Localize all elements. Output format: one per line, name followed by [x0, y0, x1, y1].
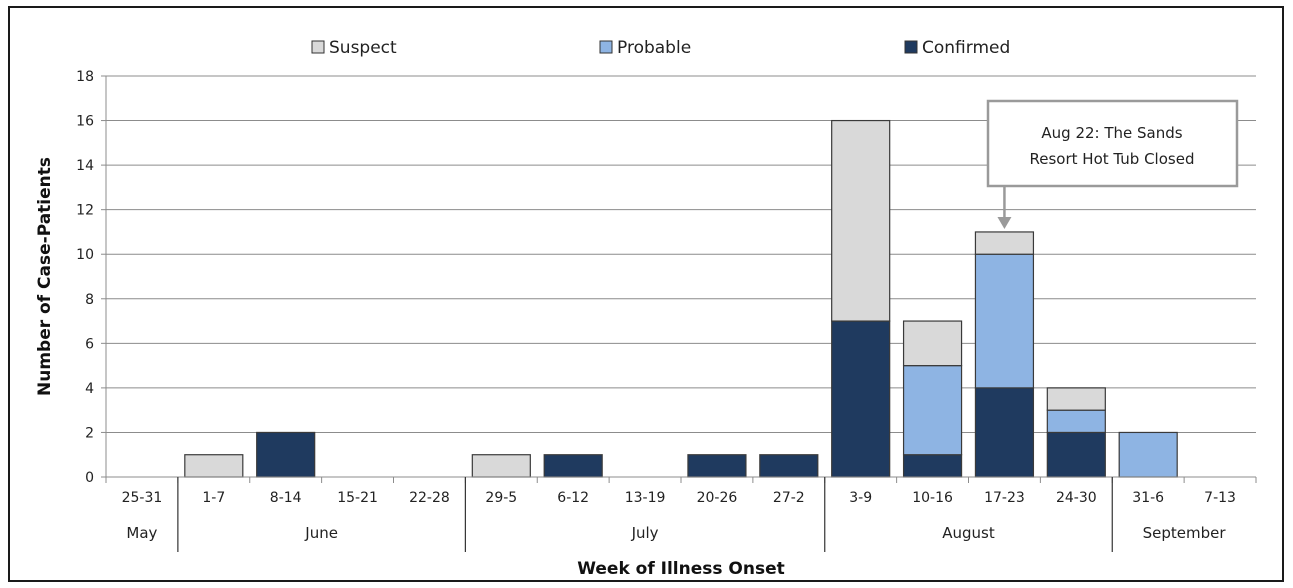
month-label: September	[1143, 524, 1227, 542]
bar-probable	[974, 253, 1035, 389]
month-labels: May June July August September	[126, 477, 1226, 552]
annotation-text: Resort Hot Tub Closed	[1030, 150, 1195, 168]
y-tick-label: 14	[76, 158, 94, 174]
x-tick-label: 25-31	[122, 490, 163, 506]
month-label: June	[304, 524, 338, 542]
x-tick-label: 1-7	[202, 490, 225, 506]
month-label: July	[631, 524, 659, 542]
bar-probable	[902, 365, 963, 456]
bar-suspect	[184, 454, 244, 478]
x-tick-label: 15-21	[337, 490, 378, 506]
y-tick-label: 2	[85, 425, 94, 441]
legend-label-probable: Probable	[617, 38, 691, 58]
x-tick-label: 8-14	[270, 490, 302, 506]
bar-confirmed	[974, 387, 1035, 478]
bar-confirmed	[543, 454, 603, 478]
y-axis-title: Number of Case-Patients	[35, 157, 55, 396]
bar-confirmed	[759, 454, 819, 478]
x-tick-label: 31-6	[1132, 490, 1164, 506]
y-tick-label: 8	[85, 292, 94, 308]
x-tick-label: 22-28	[409, 490, 450, 506]
y-tick-labels: 0 2 4 6 8 10 12 14 16 18	[76, 69, 94, 486]
bar-confirmed	[687, 454, 747, 478]
legend-swatch-suspect	[311, 40, 325, 54]
annotation-arrow-head	[997, 217, 1012, 229]
stacked-bar-chart: 0 2 4 6 8 10 12 14 16 18 25-31 1-7 8-14 15-21 22-28 29…	[35, 38, 1257, 579]
x-tick-label: 24-30	[1056, 490, 1097, 506]
bar-confirmed	[1046, 431, 1106, 478]
bar-confirmed	[902, 454, 963, 478]
legend-label-suspect: Suspect	[329, 38, 397, 58]
bar-suspect	[471, 454, 531, 478]
x-tick-label: 17-23	[984, 490, 1025, 506]
x-tick-label: 10-16	[912, 490, 953, 506]
month-label: August	[942, 524, 995, 542]
legend: Suspect Probable Confirmed	[311, 38, 1010, 58]
x-tick-labels: 25-31 1-7 8-14 15-21 22-28 29-5 6-12 13-19 20-26…	[122, 490, 1236, 506]
chart-frame: 0 2 4 6 8 10 12 14 16 18 25-31 1-7 8-14 15-21 22-28 29…	[8, 6, 1284, 582]
y-tick-label: 12	[76, 203, 94, 219]
gridlines	[106, 75, 1256, 433]
legend-label-confirmed: Confirmed	[922, 38, 1010, 58]
bar-suspect	[902, 320, 963, 367]
y-tick-label: 6	[85, 336, 94, 352]
month-label: May	[126, 524, 157, 542]
x-tick-label: 7-13	[1204, 490, 1236, 506]
axes	[101, 75, 1257, 483]
bar-suspect	[1046, 387, 1106, 411]
legend-swatch-confirmed	[904, 40, 918, 54]
x-tick-label: 29-5	[485, 490, 517, 506]
bars	[184, 119, 1178, 478]
legend-swatch-probable	[599, 40, 613, 54]
bar-confirmed	[831, 320, 891, 478]
bar-probable	[1046, 409, 1106, 434]
y-tick-label: 16	[76, 114, 94, 130]
x-tick-label: 20-26	[697, 490, 738, 506]
x-tick-label: 27-2	[773, 490, 805, 506]
x-axis-title: Week of Illness Onset	[577, 559, 785, 579]
annotation-text: Aug 22: The Sands	[1041, 124, 1182, 142]
x-tick-label: 3-9	[849, 490, 872, 506]
annotation-box	[986, 99, 1239, 188]
bar-confirmed	[256, 431, 316, 478]
y-tick-label: 0	[85, 470, 94, 486]
y-tick-label: 18	[76, 69, 94, 85]
annotation: Aug 22: The Sands Resort Hot Tub Closed	[986, 99, 1239, 229]
y-tick-label: 10	[76, 247, 94, 263]
bar-suspect	[831, 119, 891, 322]
bar-suspect	[974, 231, 1035, 255]
y-tick-label: 4	[85, 381, 94, 397]
x-tick-label: 13-19	[625, 490, 666, 506]
x-tick-label: 6-12	[557, 490, 589, 506]
bar-probable	[1118, 431, 1178, 478]
